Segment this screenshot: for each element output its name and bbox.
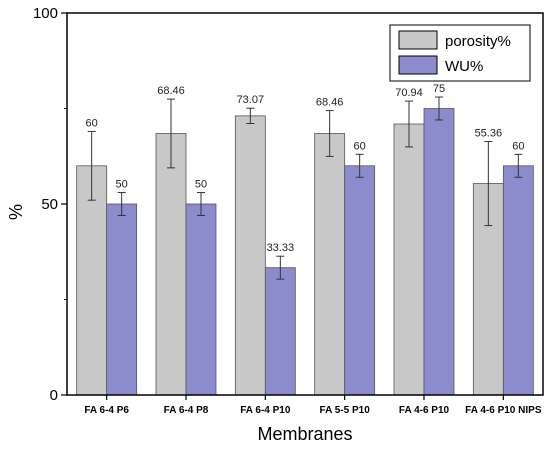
chart-marks: 60 50 68.46 50 73.07 33.33 68.46 60 70.94 75 55.36… (76, 83, 534, 396)
x-tick-label-3: FA 5-5 P10 (320, 405, 371, 416)
y-tick-label-1: 50 (41, 196, 58, 213)
data-label-1-1: 50 (195, 179, 207, 191)
axes: FA 6-4 P6 FA 6-4 P8 FA 6-4 P10 FA 5-5 P10 FA… (33, 5, 542, 416)
data-label-0-5: 55.36 (475, 128, 503, 140)
data-label-0-4: 70.94 (395, 87, 423, 99)
data-label-0-1: 68.46 (157, 85, 185, 97)
y-tick-label-0: 0 (50, 387, 58, 404)
bar-porosity-3 (314, 133, 346, 396)
x-tick-label-2: FA 6-4 P10 (240, 405, 291, 416)
bar-porosity-1 (155, 133, 187, 396)
x-tick-label-1: FA 6-4 P8 (164, 405, 209, 416)
bar-wu-2 (264, 267, 296, 396)
legend-label-porosity: porosity% (445, 33, 511, 50)
x-tick-label-4: FA 4-6 P10 (399, 405, 450, 416)
bar-porosity-0 (76, 165, 108, 396)
data-label-1-4: 75 (433, 83, 445, 95)
x-tick-label-0: FA 6-4 P6 (84, 405, 129, 416)
bar-wu-1 (185, 203, 217, 396)
bar-porosity-2 (234, 115, 266, 396)
bar-wu-3 (344, 165, 376, 396)
data-label-1-5: 60 (512, 140, 524, 152)
data-label-0-3: 68.46 (316, 97, 344, 109)
y-tick-label-2: 100 (33, 5, 58, 22)
legend-swatch-porosity (398, 30, 438, 50)
bar-wu-4 (423, 108, 455, 396)
bar-wu-5 (502, 165, 534, 396)
legend: porosity% WU% (389, 24, 531, 82)
data-label-1-0: 50 (116, 179, 128, 191)
data-label-0-0: 60 (86, 117, 98, 129)
x-axis-title: Membranes (257, 424, 352, 444)
y-axis-title: % (6, 204, 26, 220)
x-tick-label-5: FA 4-6 P10 NIPS (465, 405, 542, 416)
data-label-1-3: 60 (354, 140, 366, 152)
legend-label-wu: WU% (445, 58, 483, 75)
bar-porosity-4 (393, 123, 425, 396)
legend-swatch-wu (398, 55, 438, 75)
data-label-1-2: 33.33 (267, 242, 295, 254)
data-label-0-2: 73.07 (237, 94, 265, 106)
bar-wu-0 (106, 203, 138, 396)
